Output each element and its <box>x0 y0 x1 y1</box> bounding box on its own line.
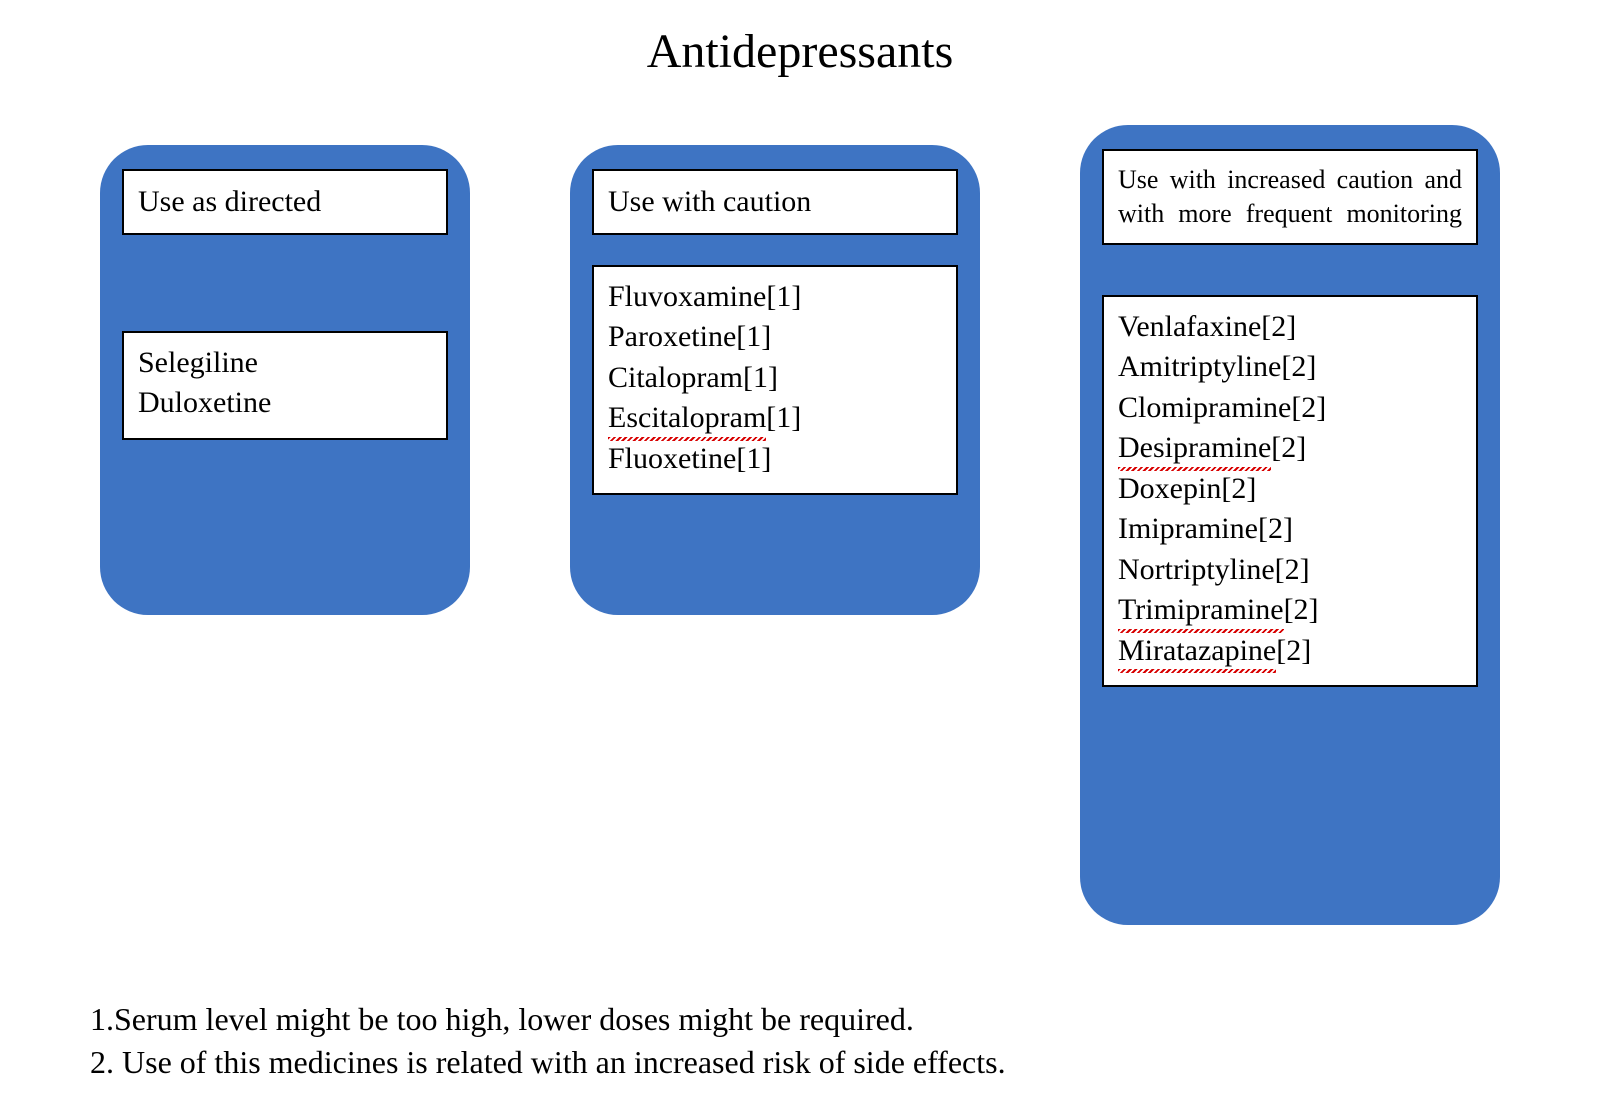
drug-name: Doxepin <box>1118 469 1221 510</box>
drug-ref: [1] <box>736 442 771 475</box>
drug-name: Amitriptyline <box>1118 347 1281 388</box>
card-directed-drug-list: SelegilineDuloxetine <box>122 331 448 440</box>
drug-line: Amitriptyline[2] <box>1118 347 1462 388</box>
card-increased-header: Use with increased caution and with more… <box>1102 149 1478 245</box>
drug-ref: [2] <box>1271 431 1306 464</box>
drug-line: Trimipramine[2] <box>1118 590 1462 631</box>
drug-line: Fluoxetine[1] <box>608 439 942 480</box>
card-caution-drug-list: Fluvoxamine[1]Paroxetine[1]Citalopram[1]… <box>592 265 958 496</box>
drug-ref: [2] <box>1281 350 1316 383</box>
drug-name: Venlafaxine <box>1118 307 1261 348</box>
drug-ref: [2] <box>1291 391 1326 424</box>
drug-name: Escitalopram <box>608 398 766 439</box>
drug-ref: [2] <box>1275 553 1310 586</box>
drug-name: Duloxetine <box>138 383 271 424</box>
drug-name: Miratazapine <box>1118 631 1276 672</box>
drug-name: Desipramine <box>1118 428 1271 469</box>
drug-line: Paroxetine[1] <box>608 317 942 358</box>
drug-line: Fluvoxamine[1] <box>608 277 942 318</box>
footnotes: 1.Serum level might be too high, lower d… <box>90 998 1006 1084</box>
drug-name: Trimipramine <box>1118 590 1284 631</box>
drug-line: Duloxetine <box>138 383 432 424</box>
drug-name: Fluoxetine <box>608 439 736 480</box>
drug-line: Imipramine[2] <box>1118 509 1462 550</box>
drug-name: Paroxetine <box>608 317 736 358</box>
drug-ref: [2] <box>1261 310 1296 343</box>
drug-name: Nortriptyline <box>1118 550 1275 591</box>
card-directed-header: Use as directed <box>122 169 448 235</box>
drug-line: Clomipramine[2] <box>1118 388 1462 429</box>
card-increased: Use with increased caution and with more… <box>1080 125 1500 925</box>
card-caution-header: Use with caution <box>592 169 958 235</box>
drug-line: Doxepin[2] <box>1118 469 1462 510</box>
drug-ref: [1] <box>743 361 778 394</box>
drug-ref: [2] <box>1258 512 1293 545</box>
drug-line: Venlafaxine[2] <box>1118 307 1462 348</box>
page-title: Antidepressants <box>0 24 1600 79</box>
drug-ref: [1] <box>736 320 771 353</box>
drug-ref: [2] <box>1276 634 1311 667</box>
drug-line: Desipramine[2] <box>1118 428 1462 469</box>
drug-ref: [1] <box>766 401 801 434</box>
card-increased-drug-list: Venlafaxine[2]Amitriptyline[2]Clomiprami… <box>1102 295 1478 688</box>
drug-line: Citalopram[1] <box>608 358 942 399</box>
drug-name: Fluvoxamine <box>608 277 766 318</box>
drug-line: Miratazapine[2] <box>1118 631 1462 672</box>
card-directed: Use as directed SelegilineDuloxetine <box>100 145 470 615</box>
footnote-1: 1.Serum level might be too high, lower d… <box>90 998 1006 1041</box>
footnote-2: 2. Use of this medicines is related with… <box>90 1041 1006 1084</box>
drug-line: Escitalopram[1] <box>608 398 942 439</box>
card-caution: Use with cautionFluvoxamine[1]Paroxetine… <box>570 145 980 615</box>
drug-line: Nortriptyline[2] <box>1118 550 1462 591</box>
drug-name: Citalopram <box>608 358 743 399</box>
drug-name: Clomipramine <box>1118 388 1291 429</box>
drug-name: Selegiline <box>138 343 258 384</box>
drug-ref: [1] <box>766 280 801 313</box>
drug-ref: [2] <box>1284 593 1319 626</box>
drug-line: Selegiline <box>138 343 432 384</box>
drug-name: Imipramine <box>1118 509 1258 550</box>
drug-ref: [2] <box>1221 472 1256 505</box>
